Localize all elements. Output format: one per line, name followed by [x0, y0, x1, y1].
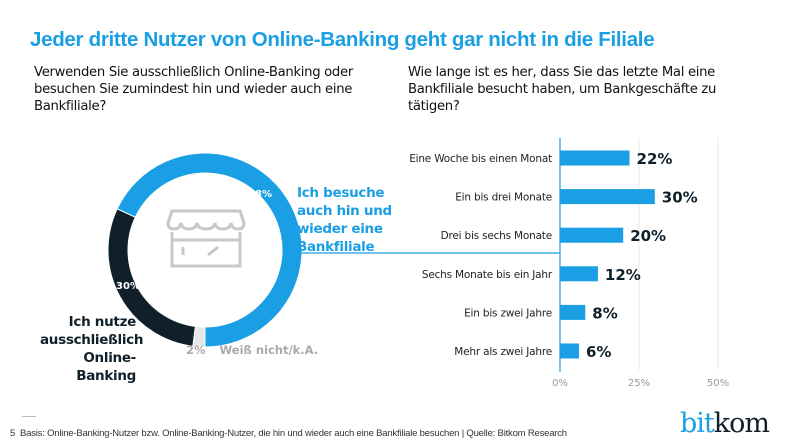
donut-value-label: 30%	[116, 281, 140, 292]
storefront-body	[170, 232, 242, 268]
footer-note: Basis: Online-Banking-Nutzer bzw. Online…	[19, 428, 567, 439]
bar	[560, 227, 624, 243]
category-label: Ein bis zwei Jahre	[464, 307, 552, 319]
category-label: Eine Woche bis einen Monat	[409, 153, 552, 165]
question-left: Verwenden Sie ausschließlich Online-Bank…	[34, 65, 353, 114]
bar	[560, 189, 655, 205]
bitkom-logo: bitkom	[680, 408, 770, 439]
donut-slice	[116, 152, 303, 348]
bar	[560, 266, 598, 282]
footer: 5 Basis: Online-Banking-Nutzer bzw. Onli…	[10, 428, 650, 439]
x-tick-label: 0%	[552, 378, 568, 389]
page-title: Jeder dritte Nutzer von Online-Banking g…	[30, 28, 655, 51]
logo-part1: bit	[680, 408, 715, 439]
footer-rule	[22, 416, 36, 417]
category-label: Drei bis sechs Monate	[441, 230, 552, 242]
donut-label-unknown: 2% Weiß nicht/k.A.	[186, 343, 318, 357]
category-label: Sechs Monate bis ein Jahr	[422, 269, 553, 281]
x-tick-label: 50%	[707, 378, 729, 389]
donut-label-online-only: Ich nutze ausschließlich Online-Banking	[40, 314, 144, 384]
page-number: 5	[10, 428, 16, 439]
bar-value-label: 6%	[586, 343, 611, 361]
unknown-value: 2%	[186, 343, 206, 357]
bar-value-label: 12%	[605, 266, 641, 284]
bar-value-label: 30%	[662, 189, 698, 207]
bar	[560, 343, 579, 359]
bar	[560, 304, 586, 320]
unknown-text: Weiß nicht/k.A.	[219, 343, 319, 357]
storefront-icon	[166, 209, 246, 268]
bar	[560, 150, 630, 166]
storefront-door	[181, 245, 219, 257]
category-label: Ein bis drei Monate	[455, 192, 552, 204]
x-tick-label: 25%	[628, 378, 650, 389]
question-right: Wie lange ist es her, dass Sie das letzt…	[408, 65, 717, 114]
logo-part2: kom	[713, 408, 770, 439]
awning	[166, 209, 246, 231]
bar-value-label: 20%	[630, 227, 666, 245]
category-label: Mehr als zwei Jahre	[454, 346, 552, 358]
donut-label-visit-branch: Ich besuche auch hin und wieder eine Ban…	[297, 185, 392, 255]
bar-value-label: 22%	[637, 150, 673, 168]
donut-value-label: 68%	[248, 189, 272, 200]
bar-value-label: 8%	[592, 304, 617, 322]
